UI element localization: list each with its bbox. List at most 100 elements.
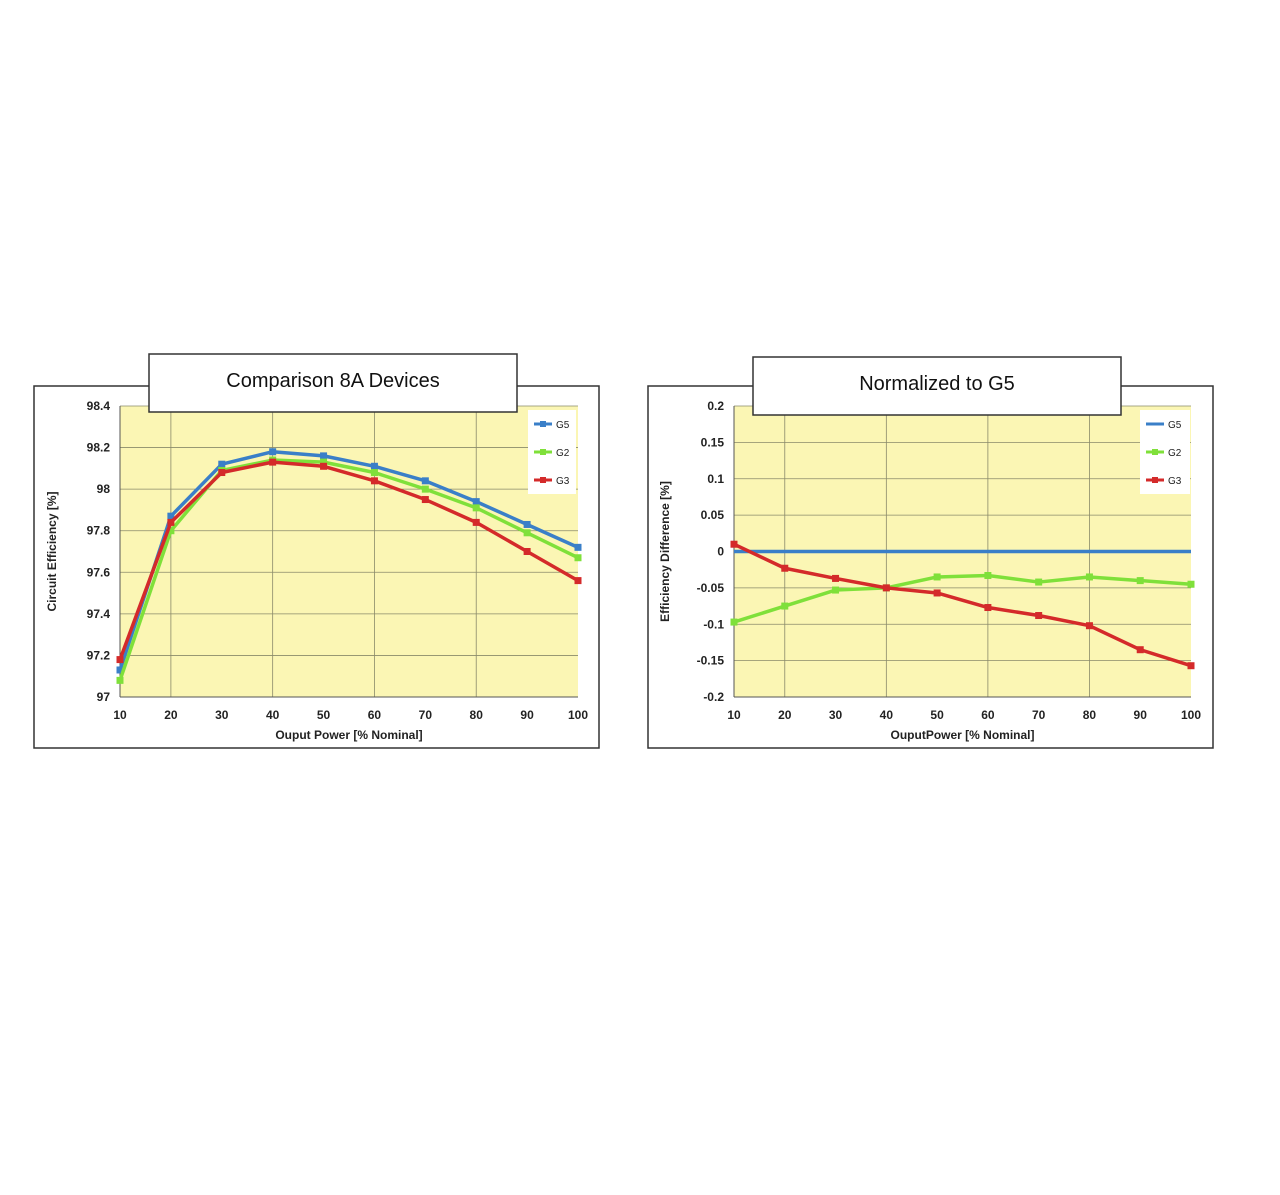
series-line-g3 <box>733 542 1192 668</box>
x-tick-label: 100 <box>568 708 588 722</box>
legend-label-g2: G2 <box>556 448 570 459</box>
series-line-g2 <box>733 573 1192 624</box>
data-point-g2 <box>116 676 124 684</box>
y-tick-label: -0.05 <box>697 581 725 595</box>
legend-label-g3: G3 <box>556 476 570 487</box>
data-point-g3 <box>1187 662 1195 670</box>
y-tick-label: 97 <box>97 690 111 704</box>
y-tick-label: 0 <box>717 545 724 559</box>
chart-title: Normalized to G5 <box>859 373 1015 395</box>
x-tick-label: 20 <box>164 708 178 722</box>
y-tick-label: 0.1 <box>707 472 724 486</box>
data-point-g3 <box>269 458 277 466</box>
y-tick-label: -0.1 <box>703 617 724 631</box>
data-point-g2 <box>472 504 480 512</box>
data-point-g2 <box>370 469 378 477</box>
series-line-g2 <box>118 458 579 681</box>
data-point-g2 <box>574 554 582 562</box>
plot-area <box>120 406 578 697</box>
chart-normalized-g5: -0.2 -0.15 -0.1 -0.05 0 0.05 0.1 0.15 0.2 10 20 30 4… <box>640 0 1280 1190</box>
x-tick-label: 10 <box>727 708 741 722</box>
data-point-g5 <box>421 477 429 485</box>
data-point-g3 <box>167 518 175 526</box>
legend-marker-g3 <box>540 477 546 483</box>
data-point-g3 <box>933 589 941 597</box>
data-point-g2 <box>781 602 789 610</box>
data-point-g5 <box>370 462 378 470</box>
chart-comparison-8a: 97 97.2 97.4 97.6 97.8 98 98.2 98.4 10 20 30 40 50 60… <box>0 0 640 1190</box>
data-point-g2 <box>933 573 941 581</box>
x-tick-label: 10 <box>113 708 127 722</box>
data-point-g2 <box>320 458 328 466</box>
x-tick-label: 20 <box>778 708 792 722</box>
x-tick-label: 60 <box>368 708 382 722</box>
data-point-g3 <box>781 564 789 572</box>
x-tick-label: 40 <box>880 708 894 722</box>
data-point-g2 <box>730 618 738 626</box>
y-tick-label: 98.2 <box>87 441 111 455</box>
data-point-g5 <box>523 520 531 528</box>
data-point-g2 <box>1035 578 1043 586</box>
y-tick-label: 97.4 <box>87 607 111 621</box>
data-point-g2 <box>1136 577 1144 585</box>
series-line-g5 <box>118 449 579 671</box>
x-tick-label: 90 <box>1134 708 1148 722</box>
chart-svg-left: 97 97.2 97.4 97.6 97.8 98 98.2 98.4 10 20 30 40 50 60… <box>33 353 600 749</box>
x-tick-label: 30 <box>215 708 229 722</box>
x-axis-label: Ouput Power [% Nominal] <box>275 728 422 742</box>
y-axis-label: Efficiency Difference [%] <box>658 481 672 622</box>
data-point-g3 <box>1136 646 1144 654</box>
x-tick-label: 70 <box>419 708 433 722</box>
data-point-g3 <box>574 577 582 585</box>
chart-title: Comparison 8A Devices <box>226 370 439 392</box>
legend-marker-g2 <box>1152 449 1158 455</box>
x-tick-label: 50 <box>317 708 331 722</box>
y-tick-label: 97.8 <box>87 524 111 538</box>
series-line-g3 <box>118 460 579 661</box>
data-point-g3 <box>370 477 378 485</box>
y-tick-label: -0.2 <box>703 690 724 704</box>
x-tick-label: 50 <box>930 708 944 722</box>
x-tick-label: 40 <box>266 708 280 722</box>
data-point-g3 <box>116 656 124 664</box>
data-point-g3 <box>320 462 328 470</box>
y-tick-label: 0.05 <box>701 508 725 522</box>
legend-label-g3: G3 <box>1168 476 1182 487</box>
legend-marker-g5 <box>540 421 546 427</box>
data-point-g2 <box>984 572 992 580</box>
data-point-g3 <box>472 518 480 526</box>
x-tick-label: 80 <box>470 708 484 722</box>
legend-marker-g2 <box>540 449 546 455</box>
legend-label-g5: G5 <box>1168 420 1182 431</box>
y-tick-label: 97.6 <box>87 565 111 579</box>
y-tick-label: 98 <box>97 482 111 496</box>
chart-svg-right: -0.2 -0.15 -0.1 -0.05 0 0.05 0.1 0.15 0.2 10 20 30 4… <box>647 356 1214 749</box>
x-tick-label: 90 <box>520 708 534 722</box>
legend-marker-g3 <box>1152 477 1158 483</box>
data-point-g3 <box>832 574 840 582</box>
data-point-g3 <box>523 548 531 555</box>
x-tick-label: 60 <box>981 708 995 722</box>
x-tick-label: 70 <box>1032 708 1046 722</box>
x-tick-label: 30 <box>829 708 843 722</box>
data-point-g5 <box>167 512 175 520</box>
data-point-g5 <box>472 498 480 506</box>
data-point-g2 <box>1187 580 1195 588</box>
legend-label-g2: G2 <box>1168 448 1182 459</box>
y-tick-label: 0.2 <box>707 399 724 413</box>
data-point-g3 <box>218 469 226 477</box>
data-point-g5 <box>218 460 226 468</box>
data-point-g3 <box>882 584 890 592</box>
chart-title-box <box>148 353 518 413</box>
x-tick-label: 80 <box>1083 708 1097 722</box>
data-point-g3 <box>1085 622 1093 630</box>
data-point-g2 <box>832 586 840 594</box>
y-tick-label: 97.2 <box>87 648 111 662</box>
data-point-g2 <box>421 485 429 493</box>
x-axis-label: OuputPower [% Nominal] <box>891 728 1035 742</box>
y-tick-label: -0.15 <box>697 654 725 668</box>
data-point-g2 <box>167 527 175 535</box>
data-point-g5 <box>320 452 328 460</box>
data-point-g3 <box>1035 612 1043 620</box>
data-point-g3 <box>984 604 992 612</box>
